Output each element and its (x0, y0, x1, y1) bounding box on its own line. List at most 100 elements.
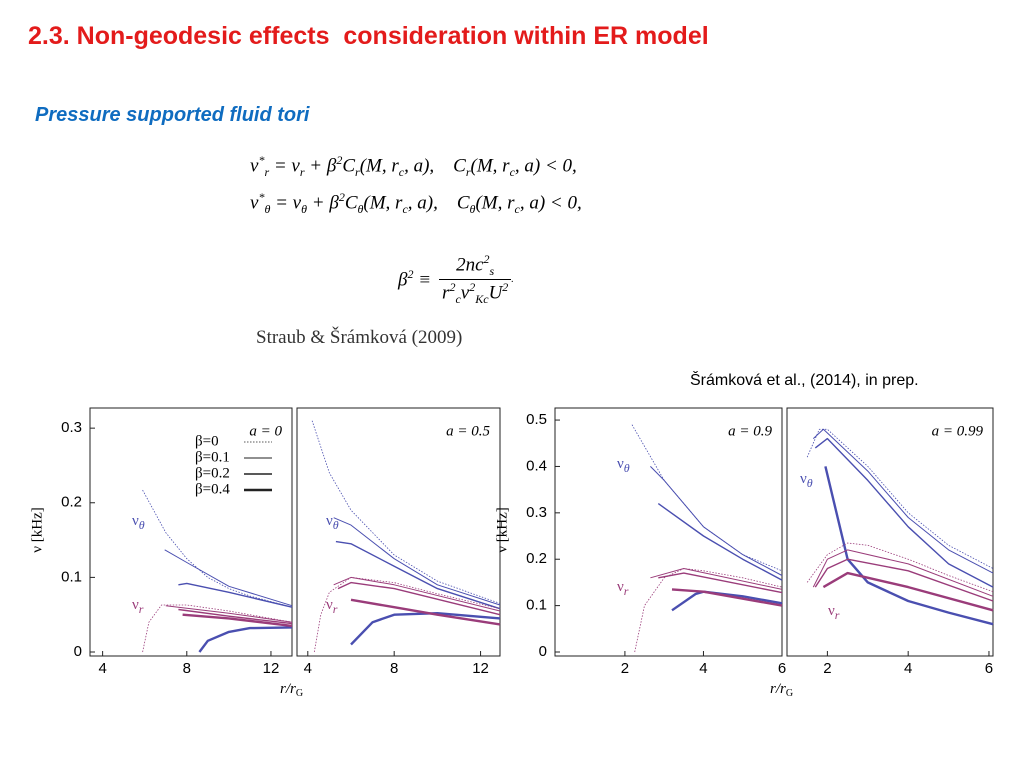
math-text: ν (460, 282, 470, 304)
series-line (650, 568, 783, 590)
math-text: ν (250, 155, 259, 177)
x-tick-label: 4 (98, 660, 106, 677)
math-text: U (488, 282, 503, 304)
y-tick-label: 0 (74, 643, 82, 660)
superscript: * (258, 153, 265, 167)
math-text: (M, r (363, 192, 403, 214)
x-label-sub: G (296, 688, 303, 699)
math-text: , a), C (407, 192, 470, 214)
math-text: ≡ (413, 269, 432, 291)
x-tick-label: 4 (904, 660, 912, 677)
y-tick-label: 0.5 (526, 411, 547, 428)
y-tick-label: 0.3 (526, 504, 547, 521)
curve-sub: θ (139, 518, 145, 532)
panel-annotation: a = 0.5 (446, 423, 490, 439)
series-line (806, 542, 994, 593)
curve-sub: r (624, 584, 629, 598)
series-line (178, 582, 293, 608)
curve-symbol: ν (132, 597, 139, 613)
x-tick-label: 12 (263, 660, 280, 677)
series-line (824, 466, 994, 626)
panel-annotation: a = 0 (249, 423, 282, 439)
curve-label: νθ (617, 456, 630, 474)
series-line (657, 503, 783, 581)
curve-label: νr (617, 579, 629, 597)
subscript: c (509, 165, 515, 180)
x-label-text: r/r (770, 681, 786, 697)
x-tick-label: 12 (472, 660, 489, 677)
curve-symbol: ν (326, 513, 333, 529)
series-line (164, 549, 293, 607)
equation: ν*r = νr + β2Cr(M, rc, a), Cr(M, rc, a) … (250, 153, 577, 180)
subtitle: Pressure supported fluid tori (35, 104, 310, 126)
subscript: r (465, 165, 471, 180)
panel-annotation: a = 0.9 (728, 423, 772, 439)
x-label-sub: G (786, 688, 793, 699)
series-line (822, 571, 994, 612)
tail: . (511, 274, 514, 286)
subscript: c (455, 292, 461, 307)
series-line (671, 590, 783, 612)
series-line (650, 466, 783, 576)
subscript: θ (301, 202, 308, 217)
curve-sub: r (333, 602, 338, 616)
plot-frame (296, 407, 501, 657)
subscript: r (355, 165, 360, 180)
series-line (333, 517, 501, 606)
math-text: (M, r (470, 155, 510, 177)
series-line (814, 437, 994, 588)
y-tick-label: 0.1 (61, 568, 82, 585)
series-line (337, 581, 501, 616)
curve-label: νθ (326, 513, 339, 531)
x-tick-label: 6 (778, 660, 786, 677)
curve-symbol: ν (326, 597, 333, 613)
curve-symbol: ν (617, 579, 624, 595)
y-tick-label: 0.2 (526, 550, 547, 567)
curve-symbol: ν (132, 513, 139, 529)
lhs: β2 ≡ (398, 267, 431, 291)
x-tick-label: 6 (985, 660, 993, 677)
legend-label: β=0 (195, 433, 219, 449)
plot-frame (89, 407, 293, 657)
x-tick-label: 8 (390, 660, 398, 677)
subscript: θ (469, 202, 476, 217)
math-text: C (344, 192, 358, 214)
fraction: 2nc2s r2cν2KcU2 (439, 252, 512, 307)
curve-sub: θ (807, 476, 813, 490)
series-line (335, 540, 501, 610)
series-line (182, 613, 293, 628)
numerator: 2nc2s (439, 252, 512, 281)
math-text: (M, r (475, 192, 515, 214)
x-tick-label: 2 (621, 660, 629, 677)
y-axis-label: ν [kHz] (29, 507, 45, 553)
series-line (142, 489, 293, 608)
curve-label: νθ (132, 513, 145, 531)
y-tick-label: 0.2 (61, 494, 82, 511)
series-line (142, 604, 293, 653)
subscript: r (299, 165, 305, 180)
series-line (350, 598, 501, 626)
math-text: , a), C (404, 155, 466, 177)
superscript: 2 (336, 153, 343, 167)
x-tick-label: 4 (699, 660, 707, 677)
math-text: ν (250, 192, 259, 214)
curve-label: νr (828, 603, 840, 621)
series-line (671, 588, 783, 607)
series-line (812, 428, 994, 574)
citation: Šrámková et al., (2014), in prep. (690, 372, 919, 389)
subscript: c (514, 202, 520, 217)
superscript: 2 (469, 280, 476, 295)
superscript: 2 (502, 280, 509, 295)
math-text: (M, r (359, 155, 399, 177)
denominator: r2cν2KcU2 (439, 280, 511, 307)
slide-title: 2.3. Non-geodesic effects consideration … (28, 22, 709, 50)
curve-sub: θ (624, 461, 630, 475)
plot-frame (554, 407, 783, 657)
curve-sub: r (139, 602, 144, 616)
math-text: + β (304, 155, 337, 177)
superscript: 2 (449, 280, 456, 295)
series-line (333, 576, 501, 612)
curve-label: νr (132, 597, 144, 615)
series-line (634, 568, 783, 653)
